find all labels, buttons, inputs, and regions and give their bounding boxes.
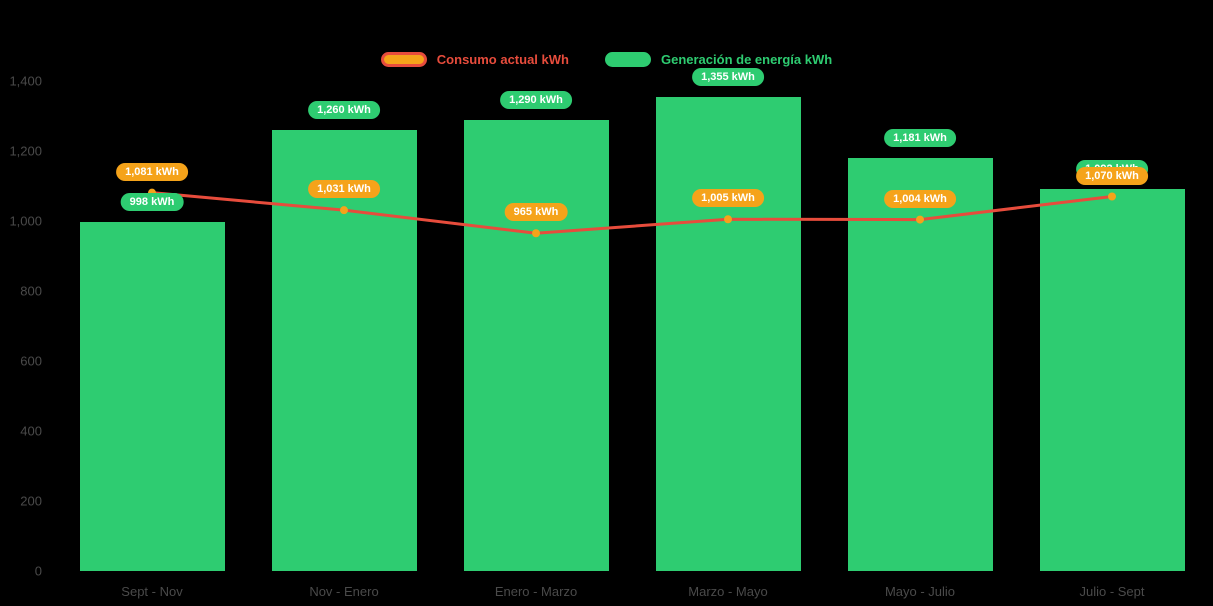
x-axis-category-label: Marzo - Mayo [688, 584, 768, 599]
y-axis-tick-label: 600 [20, 353, 42, 369]
plot-area: 998 kWh 1,260 kWh 1,290 kWh 1,355 kWh 1,181 … [56, 67, 1208, 571]
generation-value-label: 998 kWh [120, 192, 184, 211]
consumption-line-point[interactable] [916, 215, 924, 224]
legend-item-generation[interactable]: Generación de energía kWh [604, 52, 833, 67]
legend-item-consumption[interactable]: Consumo actual kWh [380, 52, 569, 67]
y-axis-tick-label: 1,000 [9, 213, 42, 229]
consumption-line-point[interactable] [1108, 192, 1116, 201]
generation-bar[interactable] [655, 96, 801, 571]
y-axis-tick-label: 200 [20, 493, 42, 509]
y-axis-tick-label: 400 [20, 423, 42, 439]
legend-label-generation: Generación de energía kWh [660, 52, 833, 67]
y-axis-tick-label: 800 [20, 283, 42, 299]
generation-bar[interactable] [271, 130, 417, 571]
generation-bar[interactable] [79, 221, 225, 571]
y-axis-tick-label: 1,200 [9, 143, 42, 159]
consumption-value-label: 1,005 kWh [692, 189, 764, 208]
y-axis-tick-label: 0 [34, 563, 42, 579]
consumption-value-label: 1,031 kWh [308, 180, 380, 199]
consumption-swatch-icon [380, 52, 427, 67]
consumption-line-point[interactable] [340, 206, 348, 215]
generation-bar[interactable] [1039, 188, 1185, 571]
y-axis: 1,400 1,200 1,000 800 600 400 200 0 [0, 74, 46, 579]
generation-bar[interactable] [463, 119, 609, 571]
x-axis-category-label: Sept - Nov [121, 584, 183, 599]
generation-swatch-icon [604, 52, 651, 67]
consumption-line-point[interactable] [532, 229, 540, 238]
consumption-value-label: 965 kWh [504, 203, 568, 222]
consumption-value-label: 1,070 kWh [1076, 166, 1148, 185]
legend-label-consumption: Consumo actual kWh [436, 52, 569, 67]
x-axis-category-label: Nov - Enero [309, 584, 379, 599]
generation-value-label: 1,181 kWh [884, 128, 956, 147]
consumption-line-point[interactable] [724, 215, 732, 224]
generation-value-label: 1,290 kWh [500, 90, 572, 109]
x-axis: Sept - Nov Nov - Enero Enero - Marzo Marzo … [56, 584, 1208, 604]
generation-value-label: 1,355 kWh [692, 67, 764, 86]
generation-value-label: 1,260 kWh [308, 101, 380, 119]
consumption-line-path [151, 191, 1113, 235]
consumption-value-label: 1,081 kWh [116, 162, 188, 181]
x-axis-category-label: Enero - Marzo [494, 584, 578, 599]
generation-bar[interactable] [847, 157, 993, 571]
consumption-value-label: 1,004 kWh [884, 189, 956, 208]
chart-legend: Consumo actual kWh Generación de energía… [0, 52, 1213, 67]
x-axis-category-label: Mayo - Julio [884, 584, 956, 599]
consumption-line [148, 188, 1116, 238]
x-axis-category-label: Julio - Sept [1079, 584, 1145, 599]
y-axis-tick-label: 1,400 [9, 73, 42, 89]
